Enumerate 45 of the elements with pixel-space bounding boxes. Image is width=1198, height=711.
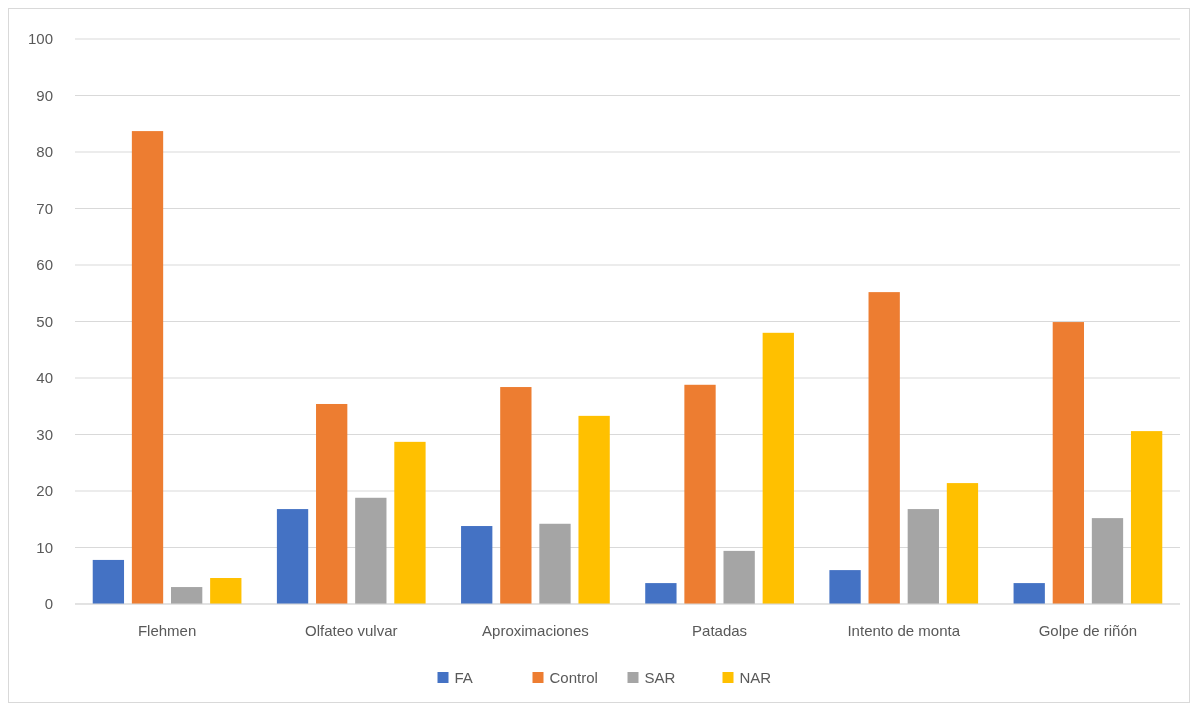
- x-tick-label: Olfateo vulvar: [304, 622, 398, 639]
- bar: [1013, 583, 1045, 604]
- bar: [1052, 322, 1084, 604]
- bar: [1091, 518, 1124, 604]
- bar: [645, 583, 677, 604]
- bar: [1130, 431, 1163, 604]
- legend-label: Control: [549, 669, 598, 687]
- x-tick-label: Golpe de riñón: [1038, 622, 1138, 639]
- y-tick-label: 0: [44, 595, 53, 613]
- bar: [578, 415, 610, 604]
- bar: [276, 509, 309, 604]
- legend-label: NAR: [739, 669, 772, 687]
- bar: [907, 509, 939, 604]
- bar: [539, 523, 571, 604]
- y-tick-label: 20: [36, 482, 53, 500]
- bar: [723, 550, 755, 604]
- bar: [829, 570, 861, 604]
- legend-label: SAR: [644, 669, 676, 687]
- bar: [461, 526, 493, 604]
- bar: [210, 578, 242, 604]
- bar: [500, 387, 532, 604]
- y-tick-label: 100: [27, 30, 53, 48]
- bar: [171, 587, 203, 604]
- y-tick-label: 40: [36, 369, 53, 387]
- y-tick-label: 30: [36, 425, 53, 443]
- y-tick-label: 50: [36, 312, 53, 330]
- y-tick-label: 70: [36, 199, 53, 217]
- bar: [355, 497, 387, 604]
- bar: [92, 559, 125, 604]
- y-tick-label: 60: [36, 256, 53, 274]
- bar: [131, 131, 164, 604]
- y-tick-label: 10: [36, 538, 53, 556]
- bar: [394, 441, 426, 604]
- x-tick-label: Intento de monta: [847, 622, 961, 639]
- x-tick-label: Aproximaciones: [482, 622, 589, 639]
- x-tick-label: Flehmen: [137, 622, 197, 639]
- bar: [946, 483, 979, 604]
- y-tick-label: 80: [36, 143, 53, 161]
- legend-label: FA: [454, 669, 473, 687]
- bar: [316, 403, 348, 604]
- y-tick-label: 90: [36, 86, 53, 104]
- bar: [868, 292, 900, 604]
- bar: [684, 384, 716, 604]
- x-tick-label: Patadas: [692, 622, 748, 639]
- bar: [762, 332, 794, 604]
